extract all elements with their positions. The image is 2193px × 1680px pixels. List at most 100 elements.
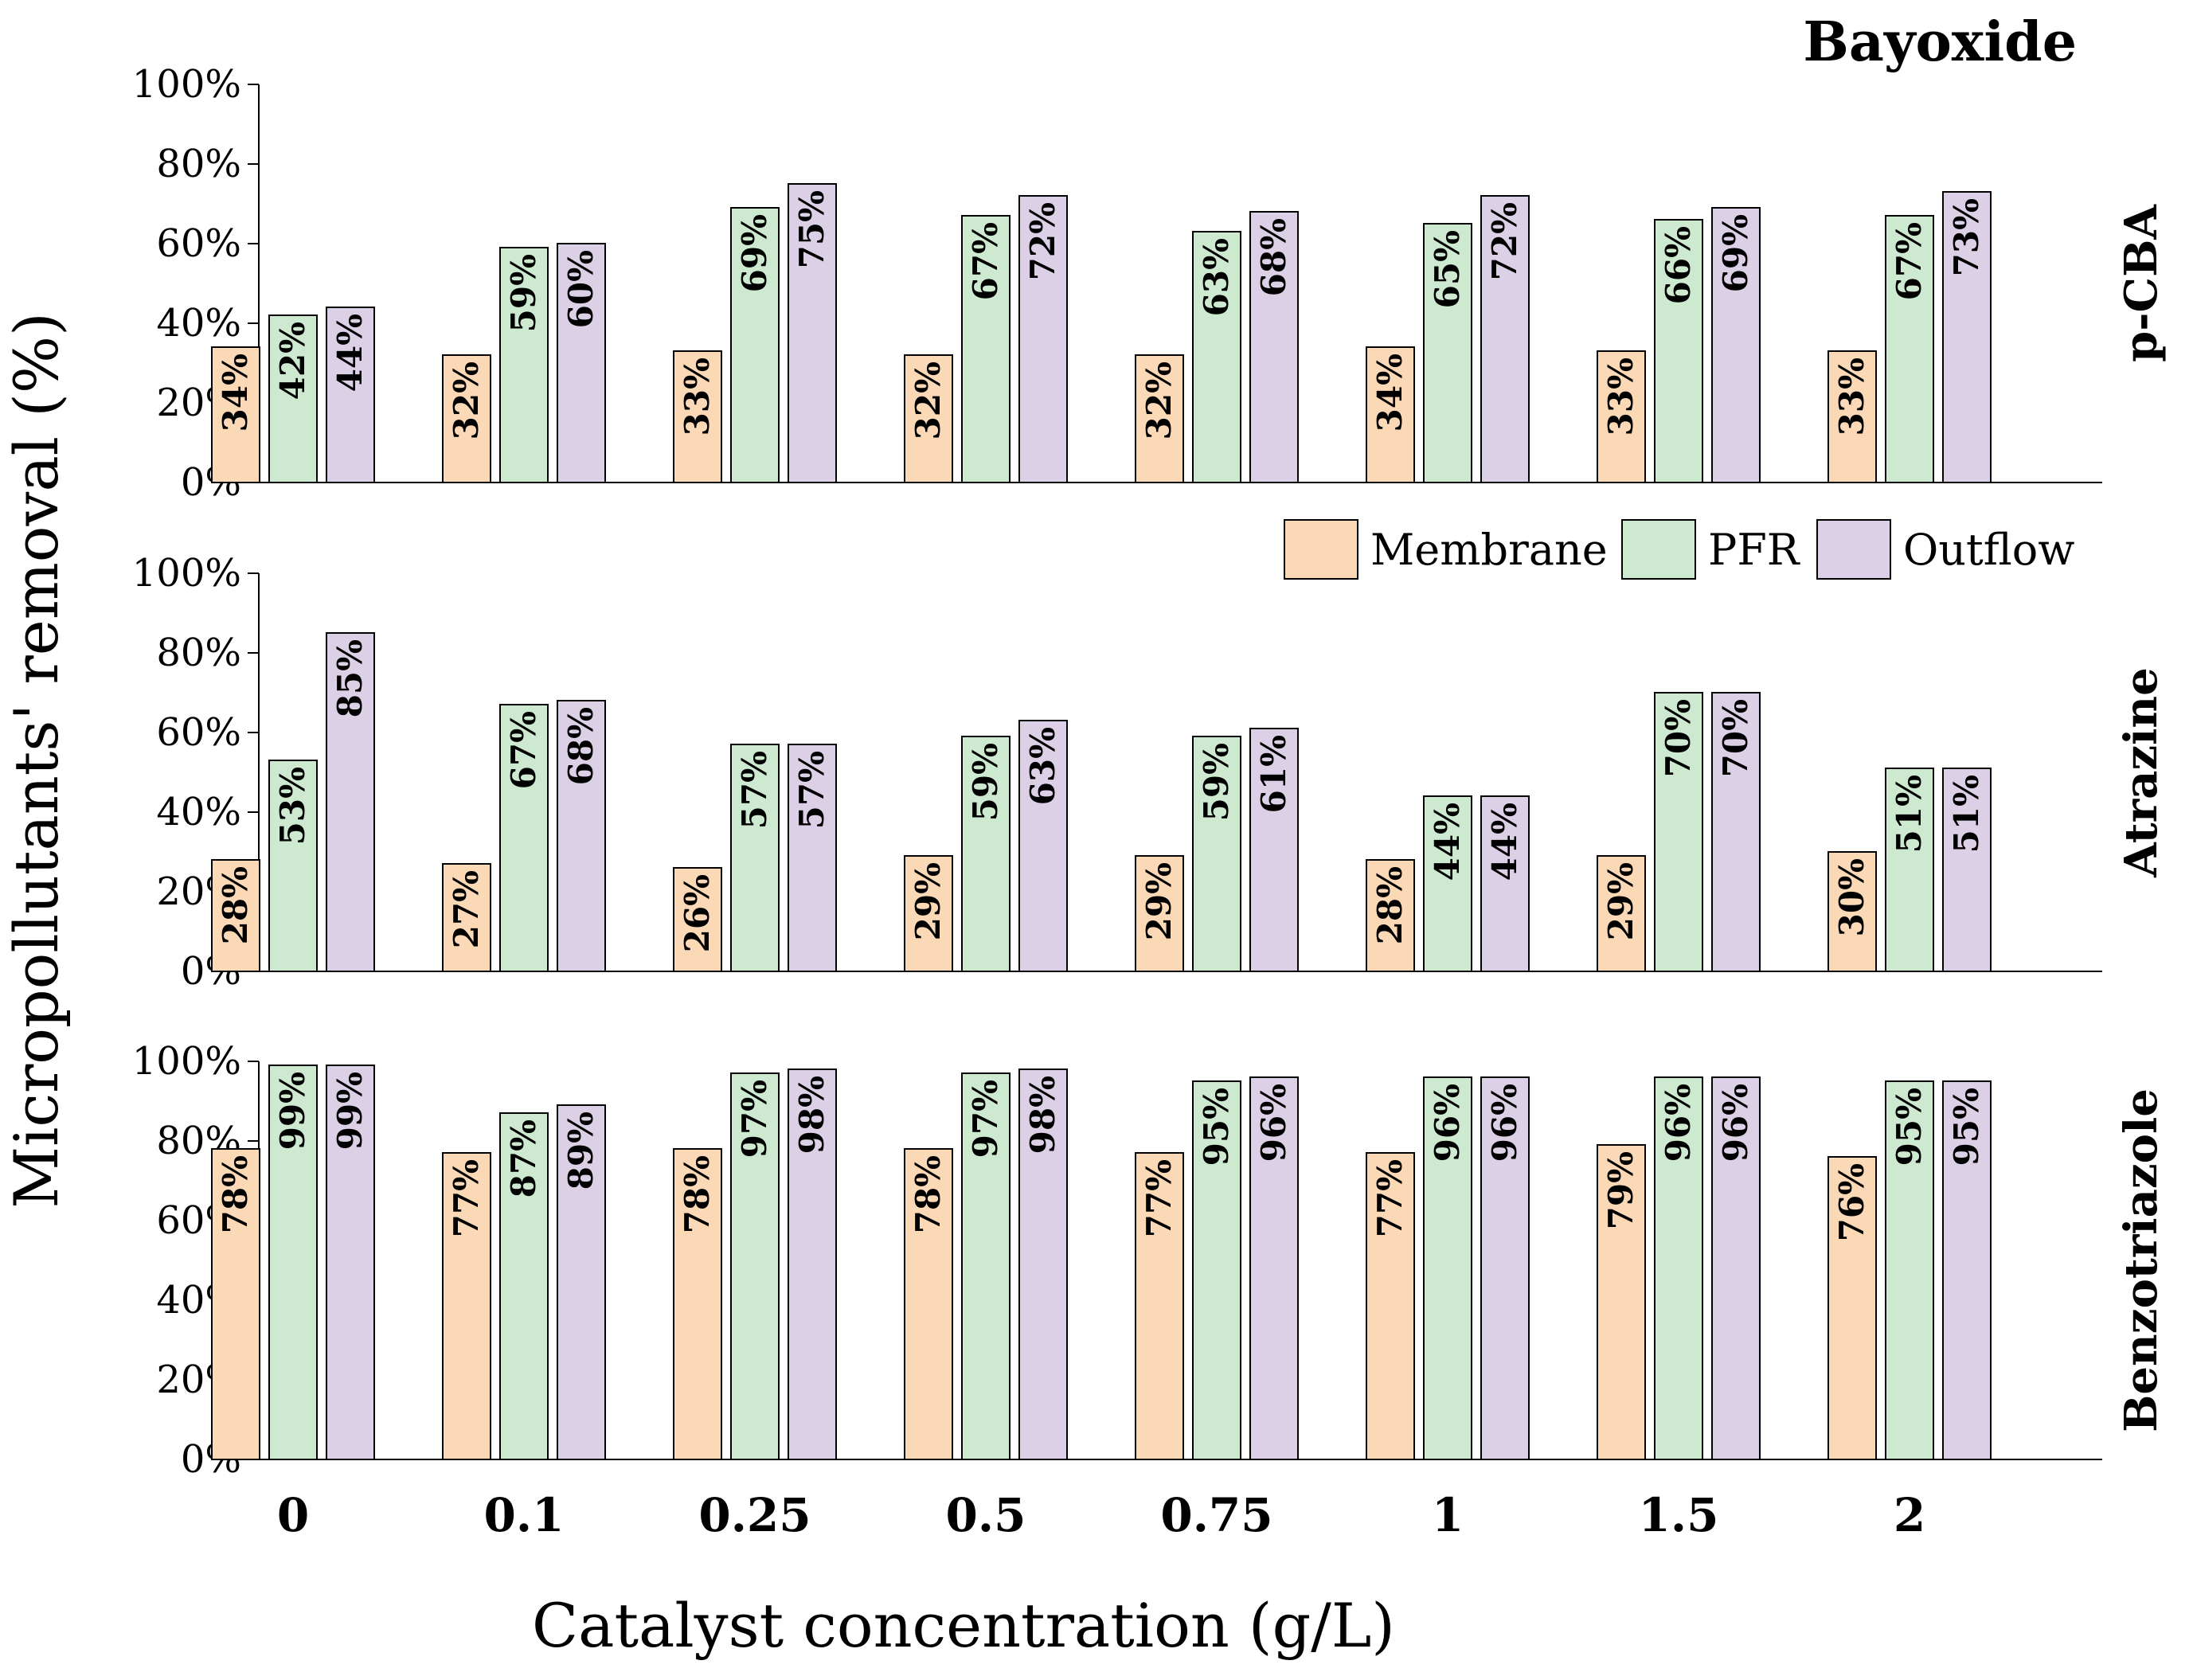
bar-membrane-benzotriazole — [1135, 1152, 1184, 1460]
bar-pfr-benzotriazole — [1654, 1076, 1703, 1460]
bar-value-label: 69% — [1716, 214, 1755, 292]
x-category-label: 0 — [277, 1488, 309, 1542]
legend-label-pfr: PFR — [1708, 525, 1800, 575]
bar-value-label: 65% — [1428, 230, 1467, 308]
bar-value-label: 72% — [1023, 202, 1062, 280]
bar-pfr-atrazine — [730, 744, 780, 972]
bar-value-label: 78% — [909, 1155, 948, 1233]
bar-value-label: 26% — [678, 874, 717, 952]
bar-outflow-p-cba — [1711, 207, 1761, 483]
bar-value-label: 63% — [1023, 727, 1062, 805]
bar-outflow-atrazine — [1480, 795, 1530, 972]
bar-value-label: 75% — [792, 190, 831, 268]
bar-membrane-benzotriazole — [1597, 1144, 1646, 1460]
bar-value-label: 51% — [1890, 775, 1929, 853]
bar-value-label: 33% — [1832, 357, 1871, 436]
bar-membrane-atrazine — [211, 859, 260, 972]
bar-outflow-atrazine — [326, 632, 375, 972]
bar-pfr-atrazine — [1885, 768, 1934, 972]
bar-membrane-atrazine — [1366, 859, 1415, 972]
bar-outflow-benzotriazole — [326, 1065, 375, 1460]
bar-value-label: 32% — [447, 361, 486, 440]
bar-membrane-p-cba — [211, 346, 260, 483]
bar-pfr-p-cba — [1885, 215, 1934, 483]
bar-membrane-p-cba — [1366, 346, 1415, 483]
bar-membrane-benzotriazole — [673, 1148, 722, 1460]
bar-pfr-benzotriazole — [1885, 1080, 1934, 1460]
panel-title-benzotriazole: Benzotriazole — [2115, 1088, 2168, 1432]
bar-value-label: 77% — [1140, 1159, 1179, 1237]
bar-value-label: 98% — [1023, 1076, 1062, 1154]
bar-value-label: 29% — [1601, 862, 1640, 940]
y-tick-label: 60% — [156, 221, 241, 266]
bar-membrane-p-cba — [442, 354, 491, 483]
y-tick-label: 100% — [132, 62, 241, 107]
bar-value-label: 67% — [504, 711, 543, 789]
x-category-label: 2 — [1894, 1488, 1925, 1542]
x-category-label: 0.1 — [484, 1488, 565, 1542]
x-axis-title: Catalyst concentration (g/L) — [532, 1590, 1395, 1661]
legend-label-membrane: Membrane — [1370, 525, 1608, 575]
bar-value-label: 67% — [1890, 222, 1929, 300]
bar-value-label: 96% — [1485, 1084, 1524, 1162]
x-axis-categories: 0 0.1 0.25 0.5 0.75 1 1.5 2 — [277, 1488, 1925, 1542]
bar-value-label: 66% — [1659, 226, 1698, 304]
bar-membrane-p-cba — [1135, 354, 1184, 483]
bar-outflow-p-cba — [1249, 211, 1299, 483]
bar-membrane-atrazine — [442, 863, 491, 972]
bar-value-label: 76% — [1832, 1163, 1871, 1241]
bar-value-label: 34% — [1370, 354, 1409, 432]
bar-value-label: 67% — [966, 222, 1005, 300]
bar-value-label: 32% — [909, 361, 948, 440]
bar-membrane-p-cba — [904, 354, 953, 483]
bar-outflow-atrazine — [557, 700, 606, 972]
bar-membrane-p-cba — [1597, 350, 1646, 483]
bar-value-label: 99% — [330, 1072, 369, 1150]
bar-value-label: 77% — [1370, 1159, 1409, 1237]
bar-value-label: 28% — [1370, 866, 1409, 944]
bar-pfr-benzotriazole — [499, 1112, 549, 1460]
bar-pfr-atrazine — [268, 760, 318, 972]
legend-label-outflow: Outflow — [1903, 525, 2075, 575]
bar-membrane-atrazine — [1828, 851, 1877, 972]
bar-pfr-benzotriazole — [268, 1065, 318, 1460]
bar-value-label: 96% — [1716, 1084, 1755, 1162]
bar-membrane-atrazine — [1597, 855, 1646, 972]
bar-value-label: 95% — [1890, 1088, 1929, 1166]
bar-value-label: 69% — [735, 214, 774, 292]
bar-pfr-atrazine — [499, 704, 549, 972]
bar-value-label: 73% — [1947, 198, 1986, 276]
bar-value-label: 59% — [966, 743, 1005, 821]
panel-atrazine: 0%20%40%60%80%100%Atrazine28%53%85%27%67… — [132, 551, 2168, 994]
bar-value-label: 29% — [1140, 862, 1179, 940]
bar-value-label: 68% — [561, 707, 600, 785]
bar-outflow-p-cba — [557, 243, 606, 483]
bar-outflow-p-cba — [1942, 191, 1992, 483]
bar-value-label: 57% — [735, 751, 774, 829]
bar-pfr-p-cba — [1192, 231, 1241, 483]
y-tick-label: 60% — [156, 710, 241, 755]
bar-value-label: 96% — [1254, 1084, 1293, 1162]
bar-value-label: 60% — [561, 250, 600, 328]
legend: Membrane PFR Outflow — [1284, 519, 2075, 580]
bar-outflow-atrazine — [1711, 692, 1761, 972]
panel-title-p-cba: p-CBA — [2115, 204, 2168, 362]
bar-membrane-p-cba — [1828, 350, 1877, 483]
bar-outflow-benzotriazole — [1942, 1080, 1992, 1460]
bar-membrane-atrazine — [904, 855, 953, 972]
bar-membrane-p-cba — [673, 350, 722, 483]
bar-outflow-benzotriazole — [1711, 1076, 1761, 1460]
bar-value-label: 98% — [792, 1076, 831, 1154]
bar-value-label: 30% — [1832, 858, 1871, 936]
bar-outflow-benzotriazole — [557, 1104, 606, 1460]
bar-outflow-atrazine — [1018, 720, 1068, 972]
y-tick-label: 100% — [132, 551, 241, 596]
bar-outflow-atrazine — [1249, 728, 1299, 972]
bar-value-label: 53% — [273, 767, 312, 845]
bar-membrane-benzotriazole — [1366, 1152, 1415, 1460]
bar-value-label: 72% — [1485, 202, 1524, 280]
bar-value-label: 44% — [1485, 803, 1524, 881]
legend-swatch-membrane — [1284, 519, 1358, 580]
